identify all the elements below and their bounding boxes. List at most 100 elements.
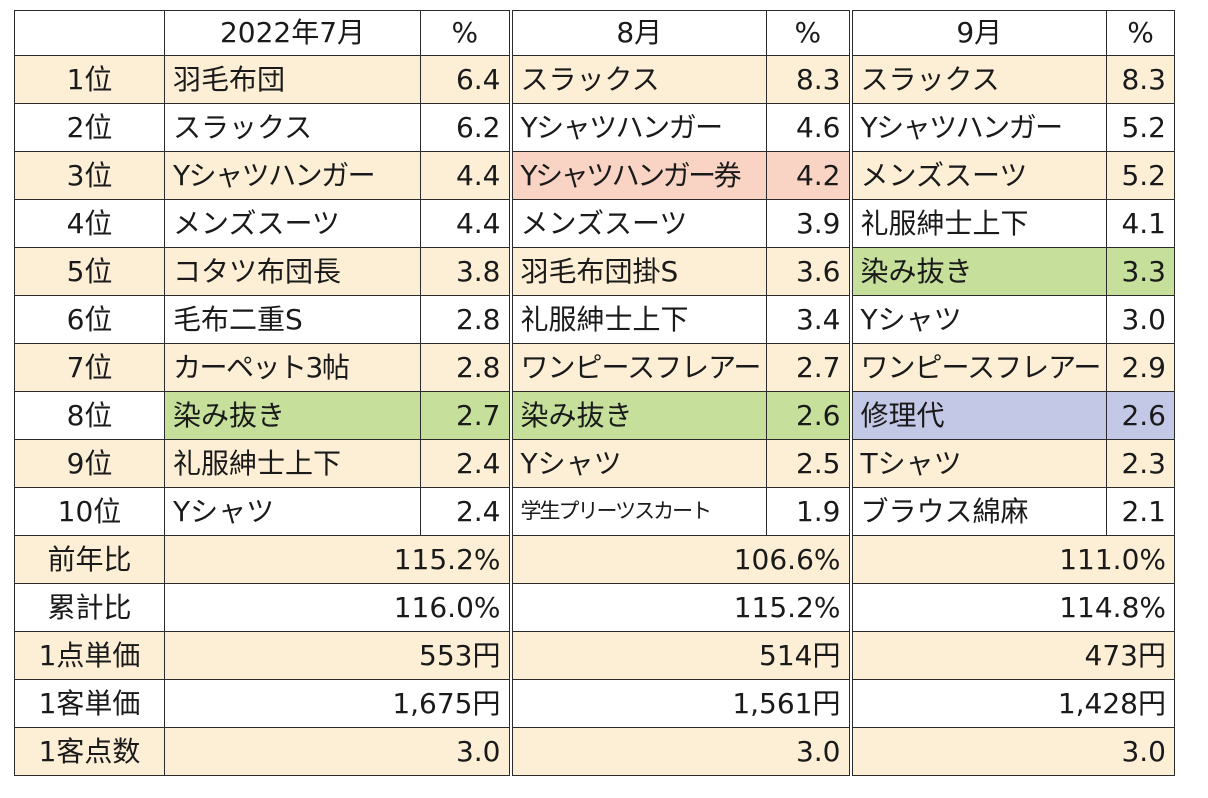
sep-pct: 2.9 [1106, 343, 1175, 392]
july-item: Yシャツハンガー [164, 151, 421, 200]
aug-pct-highlight-pink: 4.2 [766, 151, 851, 200]
aug-item: Yシャツ [508, 439, 767, 488]
aug-item: 礼服紳士上下 [508, 295, 767, 344]
header-row: 2022年7月 % 8月 % 9月 % [14, 10, 1175, 56]
sep-item: Yシャツ [848, 295, 1107, 344]
rank-label: 2位 [14, 103, 165, 152]
july-item: 毛布二重S [164, 295, 421, 344]
header-blank-cell [14, 10, 165, 56]
rank-label: 9位 [14, 439, 165, 488]
rank-label: 8位 [14, 391, 165, 440]
july-item: カーペット3帖 [164, 343, 421, 392]
rank-row-6: 6位 毛布二重S 2.8 礼服紳士上下 3.4 Yシャツ 3.0 [14, 295, 1175, 344]
rank-row-2: 2位 スラックス 6.2 Yシャツハンガー 4.6 Yシャツハンガー 5.2 [14, 103, 1175, 152]
summary-label: 1客点数 [14, 727, 165, 776]
rank-label: 3位 [14, 151, 165, 200]
header-pct-sep: % [1106, 10, 1175, 56]
summary-row-unit-price: 1点単価 553円 514円 473円 [14, 631, 1175, 680]
aug-item: 羽毛布団掛S [508, 247, 767, 296]
aug-item-highlight-green: 染み抜き [508, 391, 767, 440]
sep-item: Tシャツ [848, 439, 1107, 488]
rank-row-5: 5位 コタツ布団長 3.8 羽毛布団掛S 3.6 染み抜き 3.3 [14, 247, 1175, 296]
july-item: 羽毛布団 [164, 55, 421, 104]
rank-row-4: 4位 メンズスーツ 4.4 メンズスーツ 3.9 礼服紳士上下 4.1 [14, 199, 1175, 248]
sep-pct-highlight-green: 3.3 [1106, 247, 1175, 296]
sep-item: メンズスーツ [848, 151, 1107, 200]
aug-pct: 8.3 [766, 55, 851, 104]
july-summary-value: 3.0 [164, 727, 511, 776]
sep-item: ブラウス綿麻 [848, 487, 1107, 536]
july-item: コタツ布団長 [164, 247, 421, 296]
aug-item: メンズスーツ [508, 199, 767, 248]
aug-summary-value: 106.6% [508, 535, 851, 584]
july-item: 礼服紳士上下 [164, 439, 421, 488]
sep-pct: 8.3 [1106, 55, 1175, 104]
sep-pct: 2.1 [1106, 487, 1175, 536]
aug-item: Yシャツハンガー [508, 103, 767, 152]
sep-summary-value: 3.0 [848, 727, 1175, 776]
summary-row-cumulative: 累計比 116.0% 115.2% 114.8% [14, 583, 1175, 632]
summary-label: 累計比 [14, 583, 165, 632]
rank-label: 10位 [14, 487, 165, 536]
sep-pct: 5.2 [1106, 103, 1175, 152]
sep-item-highlight-green: 染み抜き [848, 247, 1107, 296]
rank-label: 4位 [14, 199, 165, 248]
rank-label: 5位 [14, 247, 165, 296]
rank-row-8: 8位 染み抜き 2.7 染み抜き 2.6 修理代 2.6 [14, 391, 1175, 440]
summary-label: 前年比 [14, 535, 165, 584]
aug-summary-value: 3.0 [508, 727, 851, 776]
sep-item-highlight-blue: 修理代 [848, 391, 1107, 440]
aug-pct: 1.9 [766, 487, 851, 536]
sep-pct: 4.1 [1106, 199, 1175, 248]
ranking-table-container: 2022年7月 % 8月 % 9月 % 1位 羽毛布団 6.4 スラックス 8.… [14, 10, 1175, 794]
july-item-highlight-green: 染み抜き [164, 391, 421, 440]
summary-row-yoy: 前年比 115.2% 106.6% 111.0% [14, 535, 1175, 584]
aug-summary-value: 115.2% [508, 583, 851, 632]
sep-item: ワンピースフレアー [848, 343, 1107, 392]
july-pct: 4.4 [420, 199, 511, 248]
aug-item: 学生プリーツスカート [508, 487, 767, 536]
july-item: スラックス [164, 103, 421, 152]
aug-pct: 4.6 [766, 103, 851, 152]
july-pct: 6.2 [420, 103, 511, 152]
rank-label: 6位 [14, 295, 165, 344]
sep-pct: 3.0 [1106, 295, 1175, 344]
aug-pct: 2.7 [766, 343, 851, 392]
rank-row-10: 10位 Yシャツ 2.4 学生プリーツスカート 1.9 ブラウス綿麻 2.1 [14, 487, 1175, 536]
sep-summary-value: 111.0% [848, 535, 1175, 584]
monthly-ranking-table: 2022年7月 % 8月 % 9月 % 1位 羽毛布団 6.4 スラックス 8.… [14, 10, 1175, 776]
sep-pct: 2.3 [1106, 439, 1175, 488]
july-pct: 4.4 [420, 151, 511, 200]
summary-label: 1点単価 [14, 631, 165, 680]
rank-row-1: 1位 羽毛布団 6.4 スラックス 8.3 スラックス 8.3 [14, 55, 1175, 104]
sep-item: 礼服紳士上下 [848, 199, 1107, 248]
july-item: メンズスーツ [164, 199, 421, 248]
summary-label: 1客単価 [14, 679, 165, 728]
sep-pct: 5.2 [1106, 151, 1175, 200]
july-pct: 6.4 [420, 55, 511, 104]
rank-label: 7位 [14, 343, 165, 392]
july-pct-highlight-green: 2.7 [420, 391, 511, 440]
aug-item-highlight-pink: Yシャツハンガー券 [508, 151, 767, 200]
sep-summary-value: 1,428円 [848, 679, 1175, 728]
rank-row-7: 7位 カーペット3帖 2.8 ワンピースフレアー 2.7 ワンピースフレアー 2… [14, 343, 1175, 392]
sep-summary-value: 114.8% [848, 583, 1175, 632]
sep-item: Yシャツハンガー [848, 103, 1107, 152]
july-summary-value: 553円 [164, 631, 511, 680]
july-pct: 3.8 [420, 247, 511, 296]
aug-pct: 3.6 [766, 247, 851, 296]
aug-pct: 3.4 [766, 295, 851, 344]
aug-pct: 3.9 [766, 199, 851, 248]
aug-item: ワンピースフレアー [508, 343, 767, 392]
rank-row-9: 9位 礼服紳士上下 2.4 Yシャツ 2.5 Tシャツ 2.3 [14, 439, 1175, 488]
july-pct: 2.4 [420, 487, 511, 536]
header-pct-aug: % [766, 10, 851, 56]
header-pct-july: % [420, 10, 511, 56]
summary-row-customer-price: 1客単価 1,675円 1,561円 1,428円 [14, 679, 1175, 728]
sep-summary-value: 473円 [848, 631, 1175, 680]
aug-pct-highlight-green: 2.6 [766, 391, 851, 440]
july-summary-value: 115.2% [164, 535, 511, 584]
header-month-july: 2022年7月 [164, 10, 421, 56]
rank-row-3: 3位 Yシャツハンガー 4.4 Yシャツハンガー券 4.2 メンズスーツ 5.2 [14, 151, 1175, 200]
july-summary-value: 1,675円 [164, 679, 511, 728]
